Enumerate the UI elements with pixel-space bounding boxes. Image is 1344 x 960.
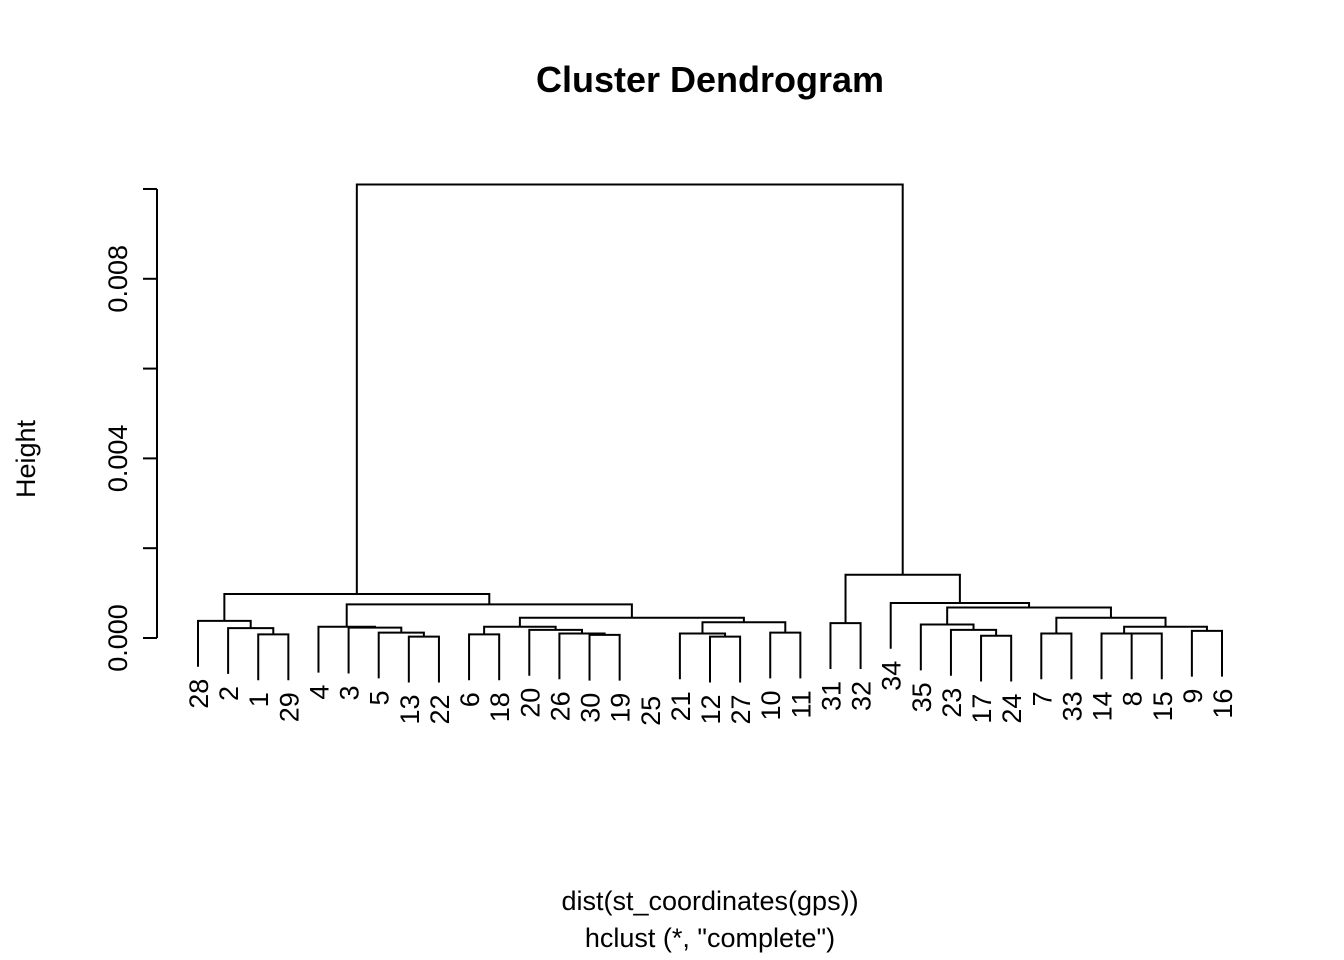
dendrogram-branch — [889, 601, 1031, 649]
leaf-label: 1 — [244, 692, 274, 707]
leaf-label: 7 — [1027, 691, 1057, 706]
leaf-label: 14 — [1088, 691, 1118, 721]
dendrogram-branch — [223, 592, 491, 621]
dendrogram-branch — [678, 632, 727, 680]
dendrogram-branch — [468, 633, 501, 681]
dendrogram-branch — [317, 625, 376, 673]
dendrogram-branch — [949, 628, 998, 676]
leaf-label: 2 — [214, 686, 244, 701]
dendrogram-branch — [558, 632, 606, 680]
leaf-label: 32 — [847, 681, 877, 711]
x-axis-label: dist(st_coordinates(gps)) — [561, 886, 858, 916]
leaf-label: 35 — [907, 682, 937, 712]
dendrogram-branch — [355, 183, 904, 594]
dendrogram-branch — [345, 603, 633, 627]
subtitle: hclust (*, "complete") — [585, 923, 835, 953]
leaf-label: 34 — [877, 661, 907, 691]
leaf-label: 24 — [997, 694, 1027, 724]
leaf-label: 18 — [485, 692, 515, 722]
leaf-label: 22 — [425, 694, 455, 724]
dendrogram-branch — [980, 634, 1013, 682]
dendrogram-branch — [377, 631, 425, 679]
leaf-label: 20 — [515, 688, 545, 718]
dendrogram-branch — [588, 633, 621, 681]
y-axis: 0.000 0.004 0.008 — [103, 187, 158, 672]
leaf-label: 19 — [606, 693, 636, 723]
leaf-label: 16 — [1208, 689, 1238, 719]
dendrogram-branch — [257, 633, 290, 681]
dendrogram-branch — [528, 628, 583, 676]
dendrogram-branch — [1130, 632, 1163, 680]
dendrogram-branch — [769, 631, 802, 679]
dendrogram-branch — [347, 626, 403, 674]
chart-title: Cluster Dendrogram — [536, 59, 884, 100]
y-tick-label: 0.008 — [103, 245, 133, 313]
dendrogram-branch — [1055, 616, 1167, 634]
leaf-label: 23 — [937, 688, 967, 718]
leaf-label: 13 — [395, 694, 425, 724]
dendrogram-branch — [709, 635, 742, 683]
leaf-label: 29 — [274, 692, 304, 722]
leaf-labels: 28 2 1 294 3 5 13 22 6 18 20 26 30 19 25 21 12 27 10 11 31 32… — [184, 661, 1238, 726]
leaf-label: 8 — [1118, 691, 1148, 706]
leaf-label: 4 — [304, 685, 334, 700]
dendrogram-branch — [483, 625, 557, 635]
leaf-label: 15 — [1148, 691, 1178, 721]
dendrogram-branch — [1190, 629, 1223, 677]
y-axis-label: Height — [11, 419, 41, 498]
dendrogram-branch — [227, 627, 275, 674]
leaf-label: 17 — [967, 694, 997, 724]
leaf-label: 31 — [816, 681, 846, 711]
leaf-label: 11 — [786, 690, 816, 718]
dendrogram-branch — [1100, 632, 1147, 680]
dendrogram-branch — [1123, 625, 1208, 634]
dendrogram-branch — [919, 623, 975, 671]
dendrogram-branch — [829, 622, 862, 669]
leaf-label: 27 — [726, 694, 756, 724]
dendrogram-branch — [407, 635, 440, 683]
leaf-label: 21 — [666, 691, 696, 721]
leaf-label: 12 — [696, 694, 726, 724]
dendrogram-branch — [844, 573, 961, 624]
leaf-label: 30 — [576, 693, 606, 723]
leaf-label: 10 — [756, 690, 786, 720]
leaf-label: 25 — [636, 696, 666, 726]
leaf-label: 3 — [335, 685, 365, 700]
leaf-label: 9 — [1178, 689, 1208, 704]
leaf-label: 5 — [365, 690, 395, 705]
dendrogram-branches — [197, 183, 1223, 683]
y-tick-label: 0.000 — [103, 604, 133, 672]
y-tick-label: 0.004 — [103, 425, 133, 493]
leaf-label: 33 — [1057, 691, 1087, 721]
leaf-label: 6 — [455, 692, 485, 707]
leaf-label: 28 — [184, 679, 214, 709]
dendrogram-branch — [946, 606, 1112, 625]
leaf-label: 26 — [545, 691, 575, 721]
dendrogram-branch — [1040, 632, 1073, 680]
